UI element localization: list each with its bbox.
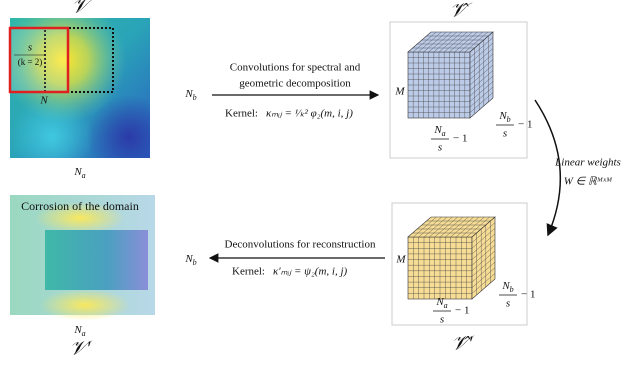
arrow (534, 99, 562, 237)
cube-grid (469, 53, 494, 75)
main: N (73, 166, 82, 178)
cube-grid (444, 31, 468, 53)
label: s (440, 314, 444, 326)
cube-grid (449, 31, 473, 53)
label: s (28, 42, 32, 54)
main: N (73, 324, 82, 336)
cube-grid (429, 216, 453, 238)
sub: b (193, 258, 197, 267)
label: − 1 (453, 133, 467, 145)
sub: a (82, 171, 86, 180)
sub: b (193, 93, 197, 102)
cube-grid (455, 216, 480, 238)
main: N (435, 296, 444, 308)
label: (k = 2) (18, 57, 43, 67)
cube-grid (428, 31, 452, 53)
label: Na (435, 296, 447, 310)
cube-grid (471, 239, 496, 260)
formula: W ∈ ℝᴹˣᴹ (564, 176, 613, 188)
cube-grid (469, 37, 494, 58)
cube-grid (413, 31, 437, 53)
cube-grid (418, 216, 442, 238)
title: 𝒱̂′ (451, 333, 474, 355)
cube-grid (469, 75, 494, 97)
cube-grid (469, 70, 494, 91)
cube-grid (471, 222, 496, 243)
cube-grid (423, 31, 447, 53)
caption: Convolutions for spectral and (230, 62, 361, 74)
cube-grid (471, 233, 496, 255)
caption: Linear weights (554, 157, 621, 169)
label: M (394, 86, 405, 98)
label: M (395, 254, 406, 266)
cube-grid (471, 245, 496, 266)
main: N (501, 280, 510, 292)
cube-grid (459, 31, 483, 53)
formula: κₘᵢⱼ = ¹⁄ₖ² φ₂(m, i, j) (266, 108, 353, 120)
cube-grid (469, 92, 494, 113)
input-heatmap (8, 18, 150, 158)
cube-grid (469, 48, 494, 69)
cube-grid (471, 267, 496, 288)
title: 𝒱̂ (450, 0, 473, 22)
cube-grid (471, 228, 496, 249)
cube-grid (461, 216, 485, 238)
cube-grid (469, 64, 494, 86)
cube-grid (413, 216, 437, 238)
cube-grid (434, 216, 458, 238)
label: s (438, 142, 442, 154)
label: Nb (184, 88, 196, 102)
cube-grid (423, 216, 448, 238)
cube-grid (454, 31, 478, 53)
cube-grid (469, 42, 494, 64)
label: − 1 (521, 289, 535, 301)
sub: b (510, 285, 514, 294)
cube-grid (433, 31, 457, 53)
label: s (503, 128, 507, 140)
label: − 1 (455, 305, 469, 317)
caption: Deconvolutions for reconstruction (225, 239, 376, 251)
cube-grid (471, 256, 496, 277)
label: N (39, 95, 48, 107)
title: 𝒱′ (69, 338, 92, 360)
title: 𝒱 (72, 0, 95, 18)
main: N (498, 110, 507, 122)
label: Kernel: (232, 266, 265, 278)
cube-grid (469, 59, 494, 80)
label: s (506, 298, 510, 310)
label: Na (73, 166, 85, 180)
cube-grid (471, 261, 496, 283)
cube-grid (445, 216, 469, 238)
sub: a (442, 129, 446, 138)
main: N (184, 253, 193, 265)
cube-grid (438, 31, 463, 53)
cube-grid (418, 31, 442, 53)
main: N (184, 88, 193, 100)
cube-grid (469, 81, 494, 102)
cube-grid (466, 216, 490, 238)
sub: b (507, 115, 511, 124)
sub: a (444, 301, 448, 310)
label: Na (433, 124, 445, 138)
label: Nb (184, 253, 196, 267)
label: Nb (498, 110, 510, 124)
cube-grid (464, 31, 488, 53)
cube-grid (450, 216, 474, 238)
formula: κ′ₘᵢⱼ = ψ₂(m, i, j) (273, 266, 348, 278)
caption: geometric decomposition (239, 78, 351, 90)
cube-grid (471, 250, 496, 271)
label: − 1 (518, 119, 532, 131)
main: N (433, 124, 442, 136)
cube-grid (471, 273, 496, 294)
label: Kernel: (225, 108, 258, 120)
cube-grid (439, 216, 464, 238)
label: Nb (501, 280, 513, 294)
label: Na (73, 324, 85, 338)
caption: Corrosion of the domain (21, 199, 139, 213)
output-heatmap (10, 195, 155, 321)
sub: a (82, 329, 86, 338)
cube-grid (469, 86, 494, 108)
